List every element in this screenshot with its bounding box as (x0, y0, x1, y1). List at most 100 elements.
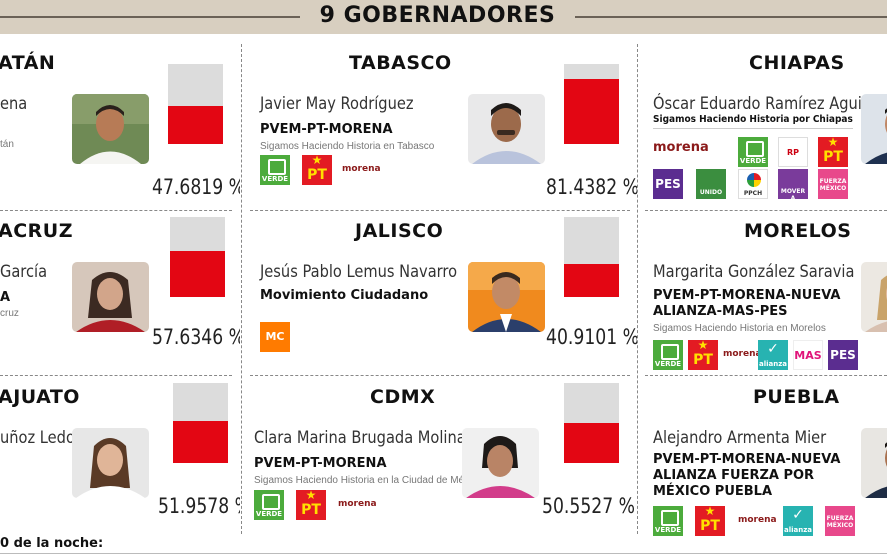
pes-logo: PES (828, 340, 858, 370)
party-list: PVEM-PT-MORENA (254, 456, 387, 471)
row-divider (0, 375, 232, 376)
morena-logo: morena (653, 140, 709, 155)
governor-card-veracruz: ACRUZ García A cruz 57.6346 % (0, 211, 240, 375)
party-list: PVEM-PT-MORENA-NUEVA ALIANZA-MAS-PES (653, 288, 841, 319)
state-name: CDMX (370, 386, 436, 408)
rp-logo: RP (778, 137, 808, 167)
state-name: PUEBLA (753, 386, 840, 408)
chiapas-unido-logo: UNIDO (696, 169, 726, 199)
candidate-photo (462, 428, 539, 498)
candidate-photo (468, 94, 545, 164)
candidate-name: uñoz Ledo (0, 428, 75, 448)
state-name: CHIAPAS (749, 52, 845, 74)
pt-logo: PT (296, 490, 326, 520)
row-divider (250, 375, 630, 376)
morena-logo: morena (342, 164, 381, 174)
title-band: 9 GOBERNADORES (0, 0, 887, 34)
governor-card-puebla: PUEBLA Alejandro Armenta Mier PVEM-PT-MO… (638, 376, 887, 536)
candidate-name: Jesús Pablo Lemus Navarro (260, 262, 458, 282)
pvem-logo: VERDE (738, 137, 768, 167)
ppch-logo: PPCH (738, 169, 768, 199)
divider (653, 128, 853, 129)
footer-note: 0 de la noche: (0, 536, 104, 551)
candidate-photo (72, 94, 149, 164)
fuerza-mexico-logo: FUERZA MÉXICO (818, 169, 848, 199)
candidate-name: Javier May Rodríguez (260, 94, 414, 114)
row-divider (250, 210, 630, 211)
candidate-photo (72, 262, 149, 332)
state-name: MORELOS (744, 220, 852, 242)
state-name: AJUATO (0, 386, 80, 408)
state-name: ATÁN (0, 52, 56, 74)
vote-bar-fill (168, 105, 223, 144)
party-list: Movimiento Ciudadano (260, 288, 429, 303)
column-divider-2 (637, 44, 638, 534)
vote-bar (564, 64, 619, 144)
governor-card-cdmx: CDMX Clara Marina Brugada Molina PVEM-PT… (242, 376, 637, 536)
party-list: A (0, 290, 11, 305)
governor-card-chiapas: CHIAPAS Óscar Eduardo Ramírez Aguilar Si… (638, 44, 887, 210)
state-name: JALISCO (355, 220, 444, 242)
governor-card-yucatan: ATÁN ena tán 47.6819 % (0, 44, 240, 210)
coalition-name: Sigamos Haciendo Historia en la Ciudad d… (254, 475, 482, 486)
morena-logo: morena (723, 349, 762, 359)
pt-logo: PT (688, 340, 718, 370)
pvem-logo: VERDE (653, 506, 683, 536)
candidate-photo (861, 94, 887, 164)
candidate-name: Clara Marina Brugada Molina (254, 428, 466, 448)
footer-rule (0, 553, 887, 554)
state-name: TABASCO (349, 52, 452, 74)
vote-percent: 40.9101 % (546, 325, 637, 349)
vote-bar-fill (173, 421, 228, 463)
vote-percent: 51.9578 % (158, 494, 240, 518)
governor-card-tabasco: TABASCO Javier May Rodríguez PVEM-PT-MOR… (242, 44, 637, 210)
vote-bar-fill (564, 422, 619, 463)
coalition-name: cruz (0, 308, 19, 319)
candidate-photo (72, 428, 149, 498)
pt-logo: PT (695, 506, 725, 536)
pvem-logo: VERDE (653, 340, 683, 370)
morena-logo: morena (738, 515, 777, 525)
vote-bar-fill (170, 250, 225, 297)
vote-bar (564, 383, 619, 463)
party-list: PVEM-PT-MORENA-NUEVA ALIANZA FUERZA POR … (653, 452, 841, 499)
pvem-logo: VERDE (254, 490, 284, 520)
title-rule-left (0, 16, 300, 18)
candidate-name: Alejandro Armenta Mier (653, 428, 827, 448)
vote-bar (564, 217, 619, 297)
pt-logo: PT (818, 137, 848, 167)
vote-percent: 57.6346 % (152, 325, 240, 349)
governor-card-morelos: MORELOS Margarita González Saravia PVEM-… (638, 211, 887, 375)
candidate-photo (468, 262, 545, 332)
vote-bar (170, 217, 225, 297)
coalition-name: Sigamos Haciendo Historia en Tabasco (260, 141, 435, 152)
candidate-name: García (0, 262, 48, 282)
candidate-photo (861, 428, 887, 498)
row-divider (0, 210, 232, 211)
nueva-alianza-logo: alianza (783, 506, 813, 536)
nueva-alianza-logo: alianza (758, 340, 788, 370)
vote-bar-fill (564, 264, 619, 297)
pes-logo: PES (653, 169, 683, 199)
mas-logo: MAS (793, 340, 823, 370)
vote-bar (168, 64, 223, 144)
governor-card-guanajuato: AJUATO uñoz Ledo 51.9578 % (0, 376, 240, 536)
candidate-name: ena (0, 94, 28, 114)
vote-percent: 47.6819 % (152, 175, 240, 199)
coalition-name: tán (0, 139, 14, 150)
coalition-name: Sigamos Haciendo Historia por Chiapas (653, 114, 853, 125)
state-name: ACRUZ (0, 220, 73, 242)
page-title: 9 GOBERNADORES (319, 3, 556, 28)
row-divider (645, 375, 887, 376)
mover-a-chiapas-logo: MOVER A CHIAPAS (778, 169, 808, 199)
column-divider-1 (241, 44, 242, 534)
vote-percent: 81.4382 % (546, 175, 637, 199)
fuerza-mexico-logo: FUERZA MÉXICO (825, 506, 855, 536)
vote-percent: 50.5527 % (542, 494, 636, 518)
coalition-name: Sigamos Haciendo Historia en Morelos (653, 323, 826, 334)
vote-bar (173, 383, 228, 463)
candidate-photo (861, 262, 887, 332)
title-rule-right (575, 16, 887, 18)
pt-logo: PT (302, 155, 332, 185)
party-list: PVEM-PT-MORENA (260, 122, 393, 137)
